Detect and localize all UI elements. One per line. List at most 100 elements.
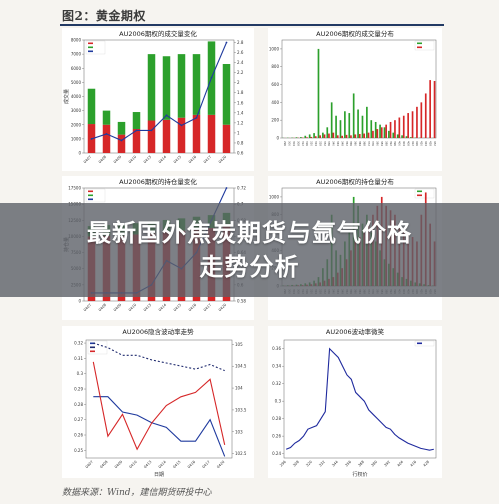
bar [177,117,186,153]
x-tick-label: 372 [367,141,371,146]
x-tick-label: 328 [318,141,322,146]
x-tick-label: 300 [288,141,292,146]
legend-swatch [88,198,93,201]
x-tick-label: 0415 [173,303,182,312]
line-point [210,76,213,79]
plot-frame [283,339,437,459]
x-tick-label: 352 [345,141,349,146]
x-tick-label: 0414 [158,459,168,469]
bar [348,113,351,138]
x-tick-label: 0408 [99,459,109,469]
x-tick-label: 396 [393,141,397,146]
y2-tick-label: 2.6 [237,50,244,55]
bar [306,137,308,138]
x-tick-label: 0417 [203,303,212,312]
x-tick-label: 380 [376,141,380,146]
headline-banner: 最新国外焦炭期货与氩气价格 走势分析 [0,203,499,297]
x-tick-label: 404 [396,459,404,467]
bar [398,117,401,138]
chart-title: AU2006波动率微笑 [326,327,385,336]
bar [358,133,361,138]
x-tick-label: 0417 [203,155,212,164]
y-tick-label: 7000 [71,52,82,57]
x-tick-label: 336 [327,141,331,146]
x-tick-label: 0407 [83,303,92,312]
bar [330,102,333,138]
bar [336,135,339,138]
x-tick-label: 332 [323,141,327,146]
x-tick-label: 0407 [83,155,92,164]
bar [350,135,352,138]
x-tick-label: 400 [398,141,402,146]
bar [416,106,418,138]
bar [363,133,365,138]
line-point [180,124,183,127]
x-tick-label: 0414 [158,302,168,312]
x-tick-label: 320 [310,141,314,146]
bar [420,102,423,138]
x-tick-label: 0416 [188,302,198,312]
bar [361,115,364,138]
y-tick-label: 0.29 [74,387,83,392]
bar [132,112,141,129]
x-tick-label: 380 [370,459,378,467]
x-tick-label: 360 [354,141,358,146]
x-tick-label: 0410 [128,302,138,312]
series-line [92,361,226,451]
line-point [120,139,123,142]
y-tick-label: 0.27 [74,417,83,422]
legend-swatch [88,50,93,53]
bar [396,134,399,138]
x-tick-label: 312 [301,141,305,146]
x-tick-label: 420 [420,141,424,146]
y2-tick-label: 104 [235,386,243,391]
y-tick-label: 0.3 [77,371,84,376]
x-tick-label: 0420 [218,154,228,164]
bar [370,120,373,138]
x-tick-label: 0409 [114,459,124,469]
y-tick-label: 0.25 [74,448,83,453]
chart-title: AU2006期权的持仓量变化 [119,177,197,186]
x-tick-label: 0410 [129,459,139,469]
x-tick-label: 0410 [128,154,138,164]
x-tick-label: 0407 [85,460,94,469]
chart-iv-smile: AU2006波动率微笑 0.24 0.26 0.28 0.3 0.32 0.34 0.36 行权… [268,326,442,478]
bar [402,115,405,138]
y-tick-label: 8000 [71,38,82,43]
y2-tick-label: 104.5 [235,364,247,369]
bar [380,127,383,138]
y-tick-label: 1000 [71,136,82,141]
y-tick-label: 0.31 [74,356,83,361]
chart-volume-by-date-svg: AU2006期权的成交量变化 0 1000 2000 3000 4000 5000 6000 7… [63,29,244,164]
y-tick-label: 0.36 [272,346,281,351]
x-tick-label: 404 [402,141,406,146]
bar [388,130,390,138]
chart-volume-by-date: AU2006期权的成交量变化 0 1000 2000 3000 4000 5000 6000 7… [62,28,254,171]
bar [392,132,395,138]
x-tick-label: 0416 [187,459,197,469]
legend-swatch [90,342,95,345]
y2-tick-label: 1.6 [237,100,244,105]
chart-volume-by-strike-svg: AU2006期权的成交量分布 0 200 400 600 800 1000 296 300 304… [269,29,437,146]
bar [319,135,321,138]
bar [304,135,307,138]
bar [102,110,111,125]
x-tick-label: 0408 [98,154,108,164]
y2-tick-label: 103.5 [235,407,247,412]
y-tick-label: 0 [78,299,81,304]
bar [383,127,386,138]
chart-title: AU2006隐含波动率走势 [122,327,194,336]
line-point [105,133,108,135]
bar [385,124,387,138]
line-point [150,129,153,132]
x-tick-label: 340 [332,141,336,146]
bar [424,93,427,138]
x-tick-label: 0415 [173,155,182,164]
bar [367,132,370,138]
x-tick-label: 296 [279,459,287,467]
x-tick-label: 392 [383,460,391,468]
x-tick-label: 416 [415,141,419,146]
series-line [91,42,228,142]
bar [376,129,379,138]
